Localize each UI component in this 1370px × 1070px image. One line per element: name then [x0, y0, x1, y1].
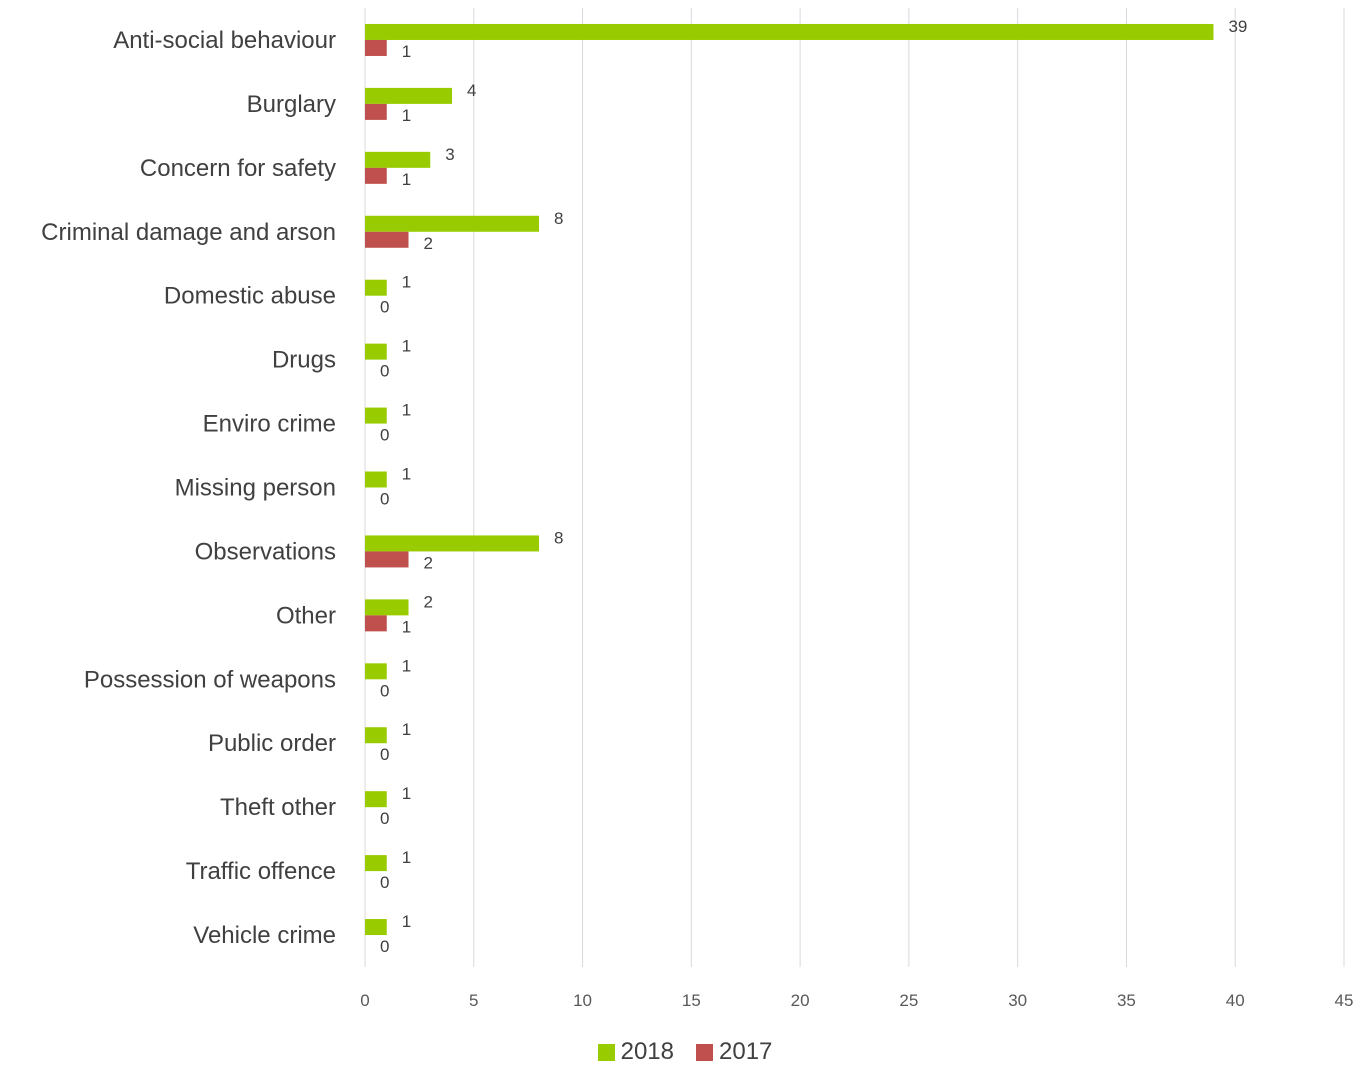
bar-2018-vehicle-crime — [365, 919, 387, 936]
category-label-theft-other: Theft other — [220, 794, 336, 821]
data-label-2017-anti-social-behaviour: 1 — [402, 42, 411, 61]
data-label-2018-concern-for-safety: 3 — [445, 145, 454, 164]
data-label-2017-other: 1 — [402, 617, 411, 636]
data-label-2017-missing-person: 0 — [380, 490, 389, 509]
bar-2018-possession-of-weapons — [365, 663, 387, 680]
data-label-2018-observations: 8 — [554, 528, 563, 547]
category-label-enviro-crime: Enviro crime — [203, 411, 336, 438]
category-label-other: Other — [276, 602, 336, 629]
x-tick-label-30: 30 — [1008, 991, 1027, 1010]
category-label-public-order: Public order — [208, 730, 336, 757]
legend-item-2017: 2017 — [696, 1038, 772, 1066]
x-tick-label-5: 5 — [469, 991, 478, 1010]
bar-2018-burglary — [365, 87, 453, 104]
bar-2017-other — [365, 615, 387, 632]
bar-2018-criminal-damage-and-arson — [365, 215, 540, 232]
legend-item-2018: 2018 — [597, 1038, 674, 1066]
bar-2018-domestic-abuse — [365, 279, 387, 296]
bar-2017-observations — [365, 551, 409, 568]
data-label-2017-public-order: 0 — [380, 745, 389, 764]
bar-2018-missing-person — [365, 471, 387, 488]
data-label-2017-vehicle-crime: 0 — [380, 937, 389, 956]
data-label-2017-theft-other: 0 — [380, 809, 389, 828]
x-tick-label-35: 35 — [1117, 991, 1136, 1010]
category-label-burglary: Burglary — [247, 91, 336, 118]
data-label-2018-anti-social-behaviour: 39 — [1228, 17, 1247, 36]
bar-2018-public-order — [365, 727, 387, 744]
data-label-2018-enviro-crime: 1 — [402, 401, 411, 420]
data-label-2017-observations: 2 — [424, 553, 433, 572]
data-label-2018-vehicle-crime: 1 — [402, 912, 411, 931]
bar-2018-other — [365, 599, 409, 616]
data-label-2017-possession-of-weapons: 0 — [380, 681, 389, 700]
data-label-2017-enviro-crime: 0 — [380, 426, 389, 445]
bar-2018-enviro-crime — [365, 407, 387, 424]
category-label-domestic-abuse: Domestic abuse — [164, 283, 336, 310]
bar-2017-criminal-damage-and-arson — [365, 231, 409, 248]
bar-2017-concern-for-safety — [365, 167, 387, 184]
data-label-2017-drugs: 0 — [380, 362, 389, 381]
data-label-2017-traffic-offence: 0 — [380, 873, 389, 892]
legend: 2018 2017 — [0, 1038, 1370, 1066]
bar-2018-drugs — [365, 343, 387, 360]
data-label-2018-possession-of-weapons: 1 — [402, 656, 411, 675]
category-label-anti-social-behaviour: Anti-social behaviour — [113, 27, 336, 54]
category-label-criminal-damage-and-arson: Criminal damage and arson — [41, 219, 336, 246]
x-tick-label-40: 40 — [1226, 991, 1245, 1010]
category-label-observations: Observations — [195, 538, 336, 565]
data-label-2018-criminal-damage-and-arson: 8 — [554, 209, 563, 228]
category-label-traffic-offence: Traffic offence — [186, 858, 336, 885]
data-label-2018-burglary: 4 — [467, 81, 476, 100]
bar-2018-traffic-offence — [365, 855, 387, 872]
category-label-concern-for-safety: Concern for safety — [140, 155, 336, 182]
bar-2017-anti-social-behaviour — [365, 39, 387, 56]
legend-swatch-2018 — [597, 1043, 615, 1061]
category-label-missing-person: Missing person — [175, 475, 336, 502]
bar-2018-observations — [365, 535, 540, 552]
data-label-2017-criminal-damage-and-arson: 2 — [424, 234, 433, 253]
bar-2018-theft-other — [365, 791, 387, 808]
legend-label-2017: 2017 — [719, 1038, 773, 1065]
bar-2017-burglary — [365, 103, 387, 120]
x-tick-label-10: 10 — [573, 991, 592, 1010]
data-label-2018-public-order: 1 — [402, 720, 411, 739]
category-label-vehicle-crime: Vehicle crime — [193, 922, 336, 949]
legend-label-2018: 2018 — [620, 1038, 674, 1065]
data-label-2017-concern-for-safety: 1 — [402, 170, 411, 189]
data-label-2018-other: 2 — [424, 592, 433, 611]
bar-2018-concern-for-safety — [365, 151, 431, 168]
legend-swatch-2017 — [696, 1043, 713, 1061]
data-label-2018-theft-other: 1 — [402, 784, 411, 803]
category-label-possession-of-weapons: Possession of weapons — [84, 666, 336, 693]
data-label-2017-domestic-abuse: 0 — [380, 298, 389, 317]
data-label-2018-domestic-abuse: 1 — [402, 273, 411, 292]
category-label-drugs: Drugs — [272, 347, 336, 374]
data-label-2018-drugs: 1 — [402, 337, 411, 356]
x-tick-label-15: 15 — [682, 991, 701, 1010]
data-label-2018-traffic-offence: 1 — [402, 848, 411, 867]
bar-2018-anti-social-behaviour — [365, 23, 1214, 40]
x-tick-label-0: 0 — [360, 991, 369, 1010]
data-label-2017-burglary: 1 — [402, 106, 411, 125]
x-tick-label-45: 45 — [1335, 991, 1354, 1010]
data-label-2018-missing-person: 1 — [402, 465, 411, 484]
x-tick-label-20: 20 — [791, 991, 810, 1010]
x-tick-label-25: 25 — [899, 991, 918, 1010]
